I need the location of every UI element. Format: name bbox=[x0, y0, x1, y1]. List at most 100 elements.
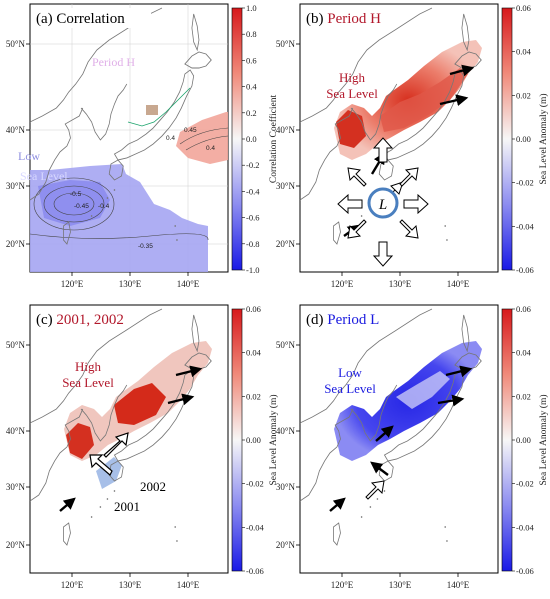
x-tick-label: 130°E bbox=[389, 580, 412, 590]
x-tick-label: 120°E bbox=[61, 279, 84, 289]
flow-arrow bbox=[329, 497, 346, 512]
axes-layer: 120°E 130°E 140°E 50°N 40°N 30°N 20°N 1.0 0.8 0.6… bbox=[6, 3, 549, 590]
flow-arrow bbox=[175, 365, 203, 378]
hollow-arrow bbox=[365, 480, 385, 500]
y-tick-label: 40°N bbox=[6, 426, 26, 436]
colorbar-label: Sea Level Anomaly (m) bbox=[538, 93, 549, 184]
panel-c: High Sea Level 2002 2001 (c) 2001, 2002 bbox=[29, 304, 229, 574]
y-tick-label: 20°N bbox=[6, 239, 26, 249]
y-tick-label: 50°N bbox=[6, 340, 26, 350]
strong-negative-core bbox=[38, 180, 110, 226]
y-tick-label: 30°N bbox=[6, 181, 26, 191]
year-label: 2001 bbox=[114, 499, 140, 514]
colorbar-tick-label: -0.04 bbox=[516, 221, 534, 231]
x-tick-label: 140°E bbox=[177, 580, 200, 590]
x-tick-label: 120°E bbox=[61, 580, 84, 590]
x-tick-label: 130°E bbox=[119, 279, 142, 289]
contour-label: -0.5 bbox=[70, 191, 82, 198]
ghost-label: Low bbox=[18, 149, 40, 163]
correlation-contours bbox=[29, 127, 229, 241]
panel-d: Low Sea Level (d) Period L bbox=[299, 304, 499, 574]
y-tick-label: 50°N bbox=[276, 39, 296, 49]
y-tick-label: 30°N bbox=[276, 482, 296, 492]
y-tick-label: 20°N bbox=[276, 540, 296, 550]
colorbar-tick-label: 0.02 bbox=[516, 90, 531, 100]
current-path bbox=[127, 87, 191, 127]
sea-level-core bbox=[396, 371, 450, 409]
x-tick-label: 120°E bbox=[331, 580, 354, 590]
colorbar-tick-label: 0.06 bbox=[516, 304, 531, 314]
x-tick-label: 130°E bbox=[389, 279, 412, 289]
y-tick-label: 50°N bbox=[6, 39, 26, 49]
colorbar-tick-label: 0.8 bbox=[246, 29, 257, 39]
colorbar-tick-label: -0.02 bbox=[246, 479, 264, 489]
y-tick-label: 40°N bbox=[276, 426, 296, 436]
colorbar-tick-label: 0.06 bbox=[516, 3, 531, 13]
contour-label: 0.45 bbox=[184, 127, 197, 134]
sea-level-core bbox=[114, 383, 166, 425]
colorbar-tick-label: -0.4 bbox=[246, 186, 260, 196]
flow-arrow bbox=[445, 365, 473, 378]
sea-level-core bbox=[66, 423, 94, 459]
colorbar-tick-label: 0.0 bbox=[246, 134, 257, 144]
panel-title: (a) Correlation bbox=[36, 11, 125, 27]
flow-arrow bbox=[370, 461, 389, 476]
colorbar-tick-label: -0.02 bbox=[516, 479, 534, 489]
colorbar-tick-label: 0.4 bbox=[246, 82, 257, 92]
arrow-2001 bbox=[89, 454, 113, 476]
colorbar-tick-label: 0.06 bbox=[246, 304, 261, 314]
colorbar-tick-label: -0.04 bbox=[516, 522, 534, 532]
colorbar-tick-label: 0.02 bbox=[246, 391, 261, 401]
ghost-label: Period H bbox=[92, 55, 135, 69]
annotation-line-1: High bbox=[75, 359, 102, 374]
low-center-label: L bbox=[378, 197, 387, 213]
contour-label: -0.35 bbox=[138, 243, 153, 250]
colorbar-label: Sea Level Anomaly (m) bbox=[538, 394, 549, 485]
y-tick-label: 40°N bbox=[6, 125, 26, 135]
colorbar bbox=[501, 7, 513, 271]
arrow-2002 bbox=[103, 432, 129, 458]
colorbar-tick-label: 0.6 bbox=[246, 55, 257, 65]
colorbar bbox=[231, 308, 243, 572]
colorbar-label: Sea Level Anomaly (m) bbox=[268, 394, 279, 485]
y-tick-label: 30°N bbox=[276, 181, 296, 191]
flow-arrow bbox=[375, 425, 394, 442]
colorbar bbox=[501, 308, 513, 572]
y-tick-label: 20°N bbox=[6, 540, 26, 550]
colorbar-tick-label: -0.2 bbox=[246, 160, 259, 170]
ghost-label: Sea Level bbox=[20, 169, 68, 183]
colorbar-tick-label: 0.00 bbox=[246, 435, 261, 445]
colorbar-tick-label: -0.8 bbox=[246, 239, 259, 249]
y-tick-label: 50°N bbox=[276, 340, 296, 350]
annotation-line-2: Sea Level bbox=[324, 381, 376, 396]
y-tick-label: 40°N bbox=[276, 125, 296, 135]
colorbar-tick-label: -0.02 bbox=[516, 178, 534, 188]
colorbar-tick-label: -0.06 bbox=[516, 566, 534, 576]
panel-title: (d) Period L bbox=[306, 312, 379, 328]
colorbar-tick-label: 0.2 bbox=[246, 108, 257, 118]
x-tick-label: 140°E bbox=[447, 279, 470, 289]
flow-arrow bbox=[449, 64, 475, 77]
colorbar-tick-label: 0.04 bbox=[516, 47, 532, 57]
colorbar-tick-label: -0.6 bbox=[246, 213, 259, 223]
panel-b: High Sea Level L (b) Period H bbox=[299, 3, 499, 273]
colorbar bbox=[231, 7, 243, 271]
colorbar-tick-label: -1.0 bbox=[246, 265, 259, 275]
annotation-line-2: Sea Level bbox=[326, 86, 378, 101]
contour-label: 0.4 bbox=[206, 145, 215, 152]
positive-correlation-cell bbox=[146, 105, 158, 115]
x-tick-label: 140°E bbox=[177, 279, 200, 289]
flow-arrow bbox=[437, 394, 465, 407]
low-pressure-circle bbox=[367, 187, 399, 219]
colorbar-tick-label: 0.02 bbox=[516, 391, 531, 401]
flow-arrow bbox=[59, 497, 76, 512]
colorbar-tick-label: 1.0 bbox=[246, 3, 257, 13]
y-tick-label: 30°N bbox=[6, 482, 26, 492]
contour-label: 0.4 bbox=[166, 135, 175, 142]
colorbar-tick-label: 0.00 bbox=[516, 134, 531, 144]
y-tick-label: 20°N bbox=[276, 239, 296, 249]
annotation-line-2: Sea Level bbox=[62, 375, 114, 390]
year-label: 2002 bbox=[140, 479, 166, 494]
contour-label: -0.45 bbox=[74, 203, 89, 210]
